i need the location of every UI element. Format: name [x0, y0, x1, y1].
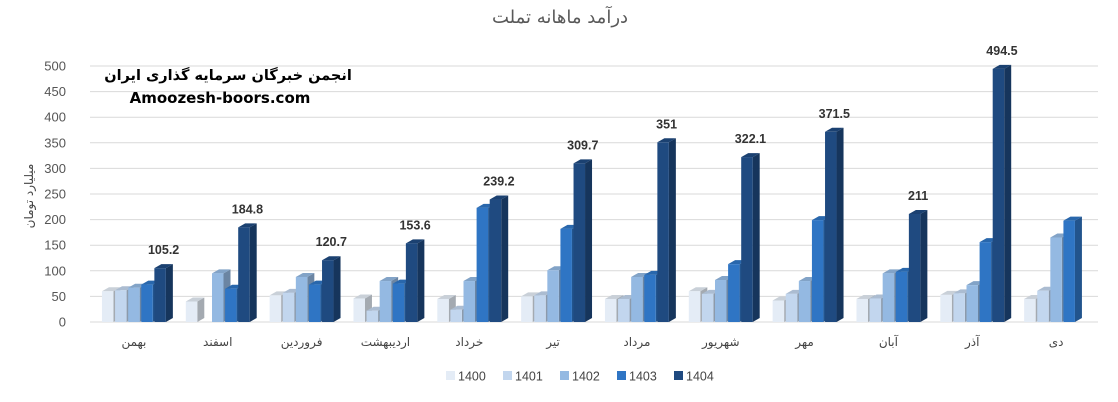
category-label: مرداد	[623, 335, 650, 350]
category-label: مهر	[794, 335, 814, 350]
category-label: خرداد	[455, 335, 483, 350]
watermark-title: انجمن خبرگان سرمایه گذاری ایران	[104, 66, 352, 84]
bar-1404-6	[657, 138, 676, 322]
y-tick-label: 150	[44, 238, 66, 253]
legend-swatch	[617, 371, 626, 380]
bar-1404-7	[741, 153, 760, 322]
bar-1404-8	[825, 127, 844, 323]
y-tick-label: 350	[44, 135, 66, 150]
legend-swatch	[446, 371, 455, 380]
bar-1404-3	[405, 239, 425, 322]
y-tick-label: 200	[44, 212, 66, 227]
y-tick-label: 50	[52, 289, 66, 304]
legend-item-1401: 1401	[503, 370, 543, 384]
legend-label: 1404	[686, 370, 714, 384]
data-label: 494.5	[986, 44, 1017, 58]
y-tick-label: 450	[44, 84, 66, 99]
legend-label: 1400	[458, 370, 486, 384]
watermark-url: Amoozesh-boors.com	[130, 89, 311, 107]
bar-1400-1	[185, 297, 205, 322]
data-label: 371.5	[819, 107, 850, 121]
data-label: 211	[908, 189, 928, 203]
y-tick-label: 300	[44, 161, 66, 176]
category-label: دی	[1049, 335, 1064, 349]
data-label: 309.7	[567, 138, 598, 152]
bar-1404-4	[489, 195, 509, 322]
category-label: آبان	[879, 334, 899, 349]
legend-item-1403: 1403	[617, 370, 657, 384]
bar-1404-2	[322, 256, 341, 322]
legend-item-1404: 1404	[674, 370, 714, 384]
y-tick-label: 250	[44, 187, 66, 202]
category-label: اردیبهشت	[361, 335, 410, 350]
bar-1404-0	[154, 264, 173, 322]
legend-label: 1401	[515, 370, 543, 384]
data-label: 120.7	[316, 235, 347, 249]
bar-1404-5	[573, 159, 593, 322]
category-label: اسفند	[203, 335, 232, 349]
data-label: 105.2	[148, 243, 179, 257]
bar-1404-10	[992, 64, 1012, 322]
legend-swatch	[560, 371, 569, 380]
bar-1404-1	[238, 223, 257, 322]
chart-title: درآمد ماهانه تملت	[492, 5, 628, 28]
legend-label: 1402	[572, 370, 600, 384]
legend-label: 1403	[629, 370, 657, 384]
data-label: 351	[656, 117, 677, 131]
legend-item-1402: 1402	[560, 370, 600, 384]
bars	[101, 64, 1082, 323]
category-label: تیر	[545, 335, 560, 350]
category-labels: بهمن اسفند فروردین اردیبهشت خرداد تیر مرداد شهر…	[121, 334, 1063, 350]
legend-item-1400: 1400	[446, 370, 486, 384]
y-axis-label: میلیارد تومان	[22, 164, 37, 229]
category-label: فروردین	[281, 335, 323, 350]
bar-1403-11	[1063, 216, 1082, 322]
gridlines	[90, 65, 1098, 323]
data-label: 184.8	[232, 202, 263, 216]
legend-swatch	[503, 371, 512, 380]
y-tick-label: 500	[44, 59, 66, 74]
data-labels: 105.2 184.8 120.7 153.6 239.2 309.7 351 322.1 37…	[148, 44, 1018, 257]
y-tick-label: 100	[44, 263, 66, 278]
category-label: آذر	[964, 334, 980, 350]
data-label: 322.1	[735, 132, 766, 146]
category-label: شهریور	[701, 335, 740, 350]
legend: 1400 1401 1402 1403 1404	[446, 370, 714, 384]
bar-1404-9	[908, 209, 928, 322]
category-label: بهمن	[121, 335, 146, 350]
y-tick-label: 400	[44, 110, 66, 125]
data-label: 153.6	[399, 218, 430, 232]
data-label: 239.2	[483, 175, 514, 189]
y-axis-ticks: 0 50 100 150 200 250 300 350 400 450 500	[44, 59, 66, 330]
y-tick-label: 0	[59, 315, 66, 330]
legend-swatch	[674, 371, 683, 380]
